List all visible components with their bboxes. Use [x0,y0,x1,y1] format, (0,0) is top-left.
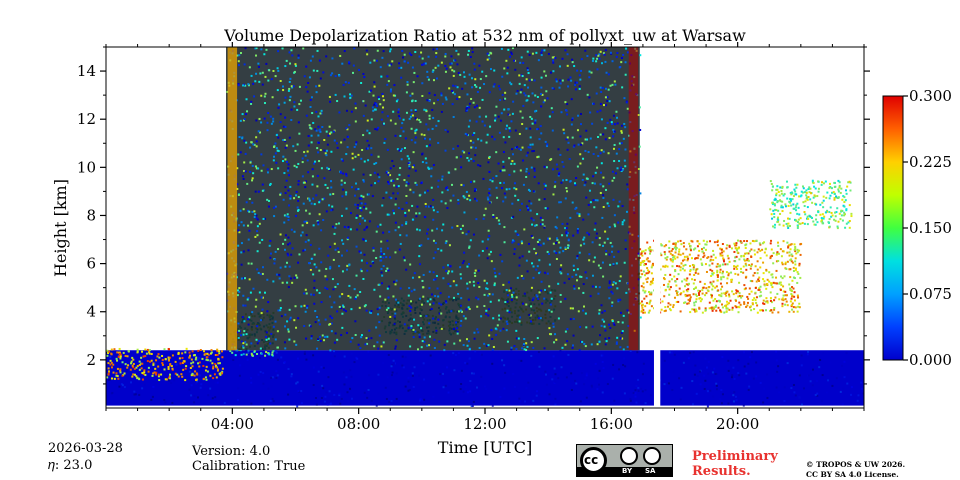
colorbar-tick-label: 0.300 [909,87,952,105]
cc-license-badge: cc BY SA [576,444,673,477]
colorbar-tick-label: 0.225 [909,153,952,171]
y-tick-label: 4 [86,303,96,321]
y-tick-label: 2 [86,351,96,369]
eta-text: 𝜂: 23.0 [48,458,93,473]
feature-cloud-layer-1800 [637,239,803,314]
x-tick-label: 12:00 [463,415,506,433]
person-icon [620,447,638,465]
heatmap-area [106,47,864,408]
preliminary-label-line1: Preliminary [692,449,778,464]
y-tick-label: 6 [86,255,96,273]
x-tick-label: 16:00 [590,415,633,433]
chart-title: Volume Depolarization Ratio at 532 nm of… [223,26,746,45]
copyright-line2: CC BY SA 4.0 License. [806,470,899,479]
x-axis-label: Time [UTC] [438,438,532,457]
version-text: Version: 4.0 [192,444,271,459]
y-tick-label: 10 [77,158,96,176]
copyright-line1: © TROPOS & UW 2026. [806,460,906,469]
y-axis: 2 4 6 8 10 12 14 [77,46,870,385]
x-tick-label: 08:00 [337,415,380,433]
colorbar [882,95,904,361]
x-tick-label: 20:00 [716,415,759,433]
feature-daytime-noise [226,47,642,353]
share-alike-icon [643,447,661,465]
x-tick-label: 04:00 [211,415,254,433]
colorbar-tick-label: 0.000 [909,351,952,369]
y-tick-label: 8 [86,206,96,224]
preliminary-label-line2: Results. [692,464,751,479]
y-tick-label: 12 [77,110,96,128]
feature-low-aerosol-layer-early [106,347,224,382]
colorbar-tick-label: 0.150 [909,219,952,237]
colorbar-ticks: 0.000 0.075 0.150 0.225 0.300 [903,87,952,369]
y-tick-label: 14 [77,62,96,80]
cc-icon: cc [584,453,599,467]
feature-boundary-layer [106,350,864,408]
y-axis-label: Height [km] [51,179,70,277]
date-text: 2026-03-28 [48,441,123,456]
feature-data-gap [653,47,661,408]
colorbar-tick-label: 0.075 [909,285,952,303]
x-axis: 04:00 08:00 12:00 16:00 20:00 [105,42,865,433]
calibration-text: Calibration: True [192,459,306,474]
feature-high-layer-2200 [769,179,853,230]
